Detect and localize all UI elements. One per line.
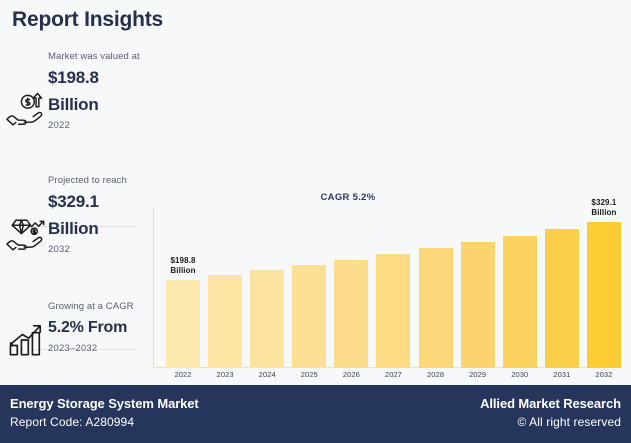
x-axis-label: 2027	[384, 370, 403, 379]
x-axis-label: 2029	[469, 370, 487, 379]
stat-value-line2: Billion	[48, 94, 99, 114]
bar[interactable]	[544, 229, 579, 368]
x-axis-labels: 2022 2023 2024 2025 2026 2027 2028 2029 2030 2031…	[166, 370, 621, 379]
bar[interactable]	[376, 254, 411, 368]
y-axis-line	[153, 208, 154, 368]
bar[interactable]	[250, 270, 285, 368]
bar-value-label: $329.1 Billion	[575, 198, 631, 218]
bar-column	[376, 208, 411, 368]
market-forecast-bar-chart: CAGR 5.2% $198.8 Billion $329.1 Billion 202…	[152, 186, 622, 382]
footer-report-code: Report Code: A280994	[10, 415, 135, 429]
stat-caption: Market was valued at	[48, 51, 140, 62]
hand-coin-growth-icon	[4, 88, 48, 132]
bar-value-label: $198.8 Billion	[154, 256, 212, 276]
x-axis-label: 2026	[342, 370, 360, 379]
page-title: Report Insights	[12, 8, 164, 31]
footer-bar: Energy Storage System Market Report Code…	[0, 385, 631, 443]
hand-diamond-growth-icon	[4, 212, 48, 256]
divider	[28, 349, 138, 350]
bar[interactable]	[208, 275, 243, 368]
bar[interactable]	[460, 242, 495, 368]
bar[interactable]	[166, 280, 200, 368]
stat-card-projected-value: Projected to reach $329.1 Billion 2032	[0, 174, 150, 292]
bar[interactable]	[502, 236, 537, 368]
x-axis-label: 2022	[174, 370, 192, 379]
stat-value-line1: $329.1	[48, 191, 99, 211]
bar-column: $329.1 Billion	[586, 198, 621, 368]
bar-column	[418, 208, 453, 368]
bar-column	[292, 208, 327, 368]
x-axis-label: 2024	[258, 370, 276, 379]
bar-value-label-line2: Billion	[591, 208, 617, 217]
x-axis-label: 2032	[595, 370, 613, 379]
stat-year: 2022	[48, 119, 70, 131]
x-axis-label: 2023	[216, 370, 234, 379]
footer-market-name: Energy Storage System Market	[10, 396, 199, 411]
stat-value-line1: $198.8	[48, 67, 99, 87]
footer-right: Allied Market Research © All right reser…	[480, 394, 621, 431]
bar-column	[208, 208, 243, 368]
bar-column	[250, 208, 285, 368]
cagr-annotation: CAGR 5.2%	[320, 192, 376, 203]
bar-column	[502, 208, 537, 368]
footer-left: Energy Storage System Market Report Code…	[10, 394, 199, 431]
bar[interactable]	[334, 260, 369, 368]
stat-caption: Growing at a CAGR	[48, 301, 134, 312]
bar-series: $198.8 Billion $329.1 Billion	[166, 198, 621, 368]
stat-caption: Projected to reach	[48, 175, 127, 186]
x-axis-label: 2031	[553, 370, 571, 379]
footer-company: Allied Market Research	[480, 396, 621, 411]
bar-chart-arrow-icon	[4, 318, 48, 362]
stat-year: 2032	[48, 243, 70, 255]
divider	[28, 226, 138, 227]
stat-year-range: 2023–2032	[48, 342, 98, 354]
stat-value-line1: 5.2% From	[48, 318, 128, 336]
bar-value-label-line2: Billion	[170, 266, 196, 275]
bar[interactable]	[292, 265, 327, 368]
stat-value-line2: Billion	[48, 218, 99, 238]
bar[interactable]	[418, 248, 453, 368]
bar-column: $198.8 Billion	[166, 208, 200, 368]
x-axis-label: 2025	[300, 370, 318, 379]
bar-column	[334, 208, 369, 368]
stat-card-cagr: Growing at a CAGR 5.2% From 2023–2032	[0, 300, 150, 380]
x-axis-label: 2028	[427, 370, 445, 379]
x-axis-label: 2030	[511, 370, 529, 379]
stat-card-market-value: Market was valued at $198.8 Billion 2022	[0, 50, 150, 168]
bar-value-label-line1: $329.1	[591, 198, 617, 207]
bar-column	[544, 208, 579, 368]
bar[interactable]	[586, 222, 621, 368]
bar-value-label-line1: $198.8	[170, 256, 196, 265]
footer-copyright: © All right reserved	[517, 415, 621, 429]
insights-sidebar: Market was valued at $198.8 Billion 2022…	[0, 50, 150, 380]
bar-column	[460, 208, 495, 368]
